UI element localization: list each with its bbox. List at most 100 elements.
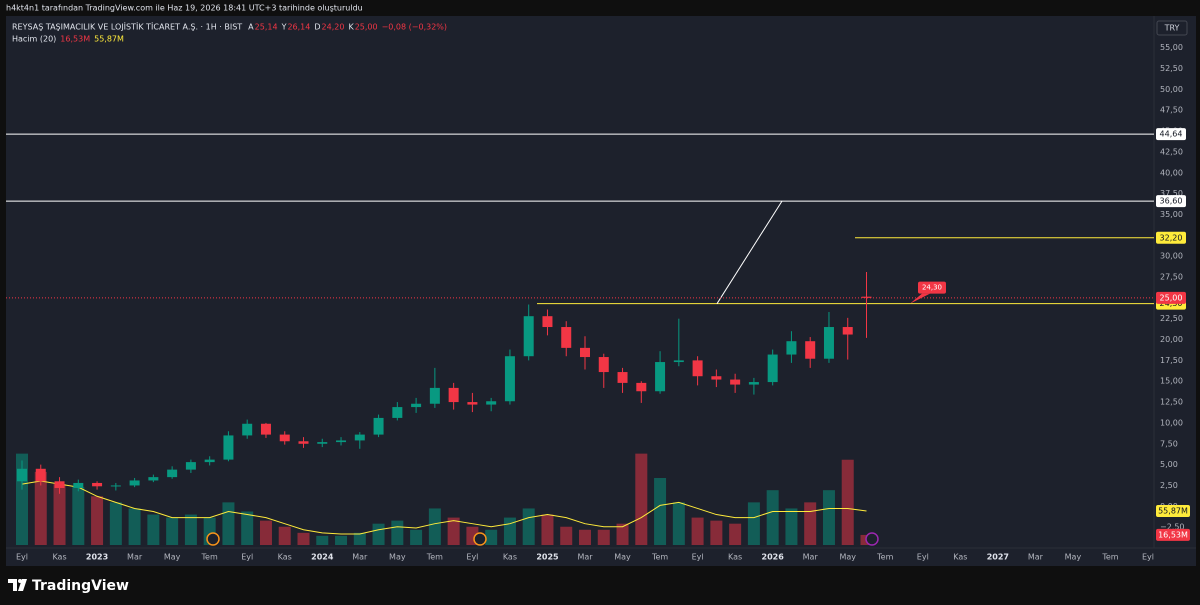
volume-bar [691,517,704,545]
x-tick-label: Tem [426,553,443,562]
candle-body [392,407,403,418]
x-tick-label: May [614,553,631,562]
candle-body [861,296,872,298]
y-tick-label: 12,50 [1160,398,1183,407]
candle-body [336,440,347,443]
volume-bar [91,496,104,545]
volume-bar [541,514,554,545]
ohlc-key: A [248,23,254,32]
y-tick-label: 50,00 [1160,85,1183,94]
candle-body [354,434,365,441]
candle-body [598,357,609,373]
x-tick-label: Eyl [917,553,929,562]
candle-body [373,417,384,435]
x-tick-label: May [389,553,406,562]
volume-bar [72,487,85,545]
callout-box [918,281,946,294]
x-tick-label: Kas [278,553,292,562]
x-tick-label: Mar [803,553,819,562]
y-tick-label: 55,00 [1160,43,1183,52]
x-tick-label: Kas [503,553,517,562]
y-tick-label: 47,50 [1160,106,1183,115]
tv-logo [8,579,27,591]
candle-body [17,468,27,482]
callout-tail [910,293,930,304]
volume-bar [222,502,235,545]
volume-bar [297,532,310,545]
candle-body [242,423,253,436]
x-tick-label: Tem [876,553,893,562]
y-tick-label: 22,50 [1160,314,1183,323]
axis-price-tag [1156,231,1186,244]
candle-body [35,468,46,482]
chart-pane [6,16,1196,566]
volume-bar [34,471,47,545]
callout-label: 24,30 [922,284,942,292]
axis-price-tag-label: 36,60 [1160,197,1183,206]
x-tick-label: Eyl [692,553,704,562]
candle-body [692,360,703,377]
x-tick-label: May [1065,553,1082,562]
candle-body [748,382,759,385]
candle-body [842,327,853,335]
y-tick-label: 7,50 [1160,439,1178,448]
trend-line [716,200,783,304]
volume-bar [353,532,366,545]
candle-body [129,480,140,486]
candle-body [673,360,684,363]
volume-ma-last: 55,87M [94,35,124,44]
y-tick-label: 30,00 [1160,252,1183,261]
volume-title: Hacim (20) [12,35,56,44]
y-tick-label: 15,00 [1160,377,1183,386]
volume-bar [109,502,122,545]
x-tick-label: Kas [728,553,742,562]
x-tick-label: 2024 [311,553,334,562]
x-tick-label: May [164,553,181,562]
brand: TradingView [32,578,129,594]
ohlc-value: 26,14 [287,23,310,32]
volume-bar [766,490,779,545]
candle-body [73,482,84,488]
volume-last: 16,53M [60,35,90,44]
candle-body [786,341,797,355]
axis-price-tag [1156,195,1186,208]
volume-bar [316,535,329,545]
candle-body [636,382,647,392]
volume-bar [128,508,141,545]
event-icon [206,532,220,546]
volume-bar [616,523,629,545]
x-tick-label: Eyl [1142,553,1154,562]
volume-bar [785,508,798,545]
volume-bar [654,478,667,545]
volume-bar [822,490,835,545]
x-tick-label: Mar [577,553,593,562]
candle-body [148,477,159,481]
y-tick-label: 40,00 [1160,168,1183,177]
x-tick-label: Tem [201,553,218,562]
volume-bar [672,502,685,545]
candle-body [279,434,290,442]
ohlc-value: 25,00 [355,23,378,32]
volume-bar [428,508,441,545]
ohlc-key: Y [281,23,287,32]
candle-body [467,402,478,405]
candle-body [411,403,422,408]
axis-volume-tag-label: 55,87M [1158,506,1188,515]
candle-body [655,362,666,392]
x-tick-label: Mar [127,553,143,562]
currency[interactable]: TRY [1164,24,1180,33]
candle-body [711,376,722,380]
candle-body [523,316,534,357]
volume-bar [391,520,404,545]
x-tick-label: Mar [1028,553,1044,562]
y-tick-label: 27,50 [1160,272,1183,281]
x-tick-label: Eyl [466,553,478,562]
y-tick-label: 35,00 [1160,210,1183,219]
currency-box[interactable] [1156,20,1188,36]
x-tick-label: Kas [52,553,66,562]
axis-price-tag-label: 25,00 [1160,293,1183,302]
symbol-name: REYSAŞ TAŞIMACILIK VE LOJİSTİK TİCARET A… [12,22,242,32]
x-tick-label: May [839,553,856,562]
volume-bar [804,502,817,545]
change-label: −0,08 (−0,32%) [382,23,447,32]
